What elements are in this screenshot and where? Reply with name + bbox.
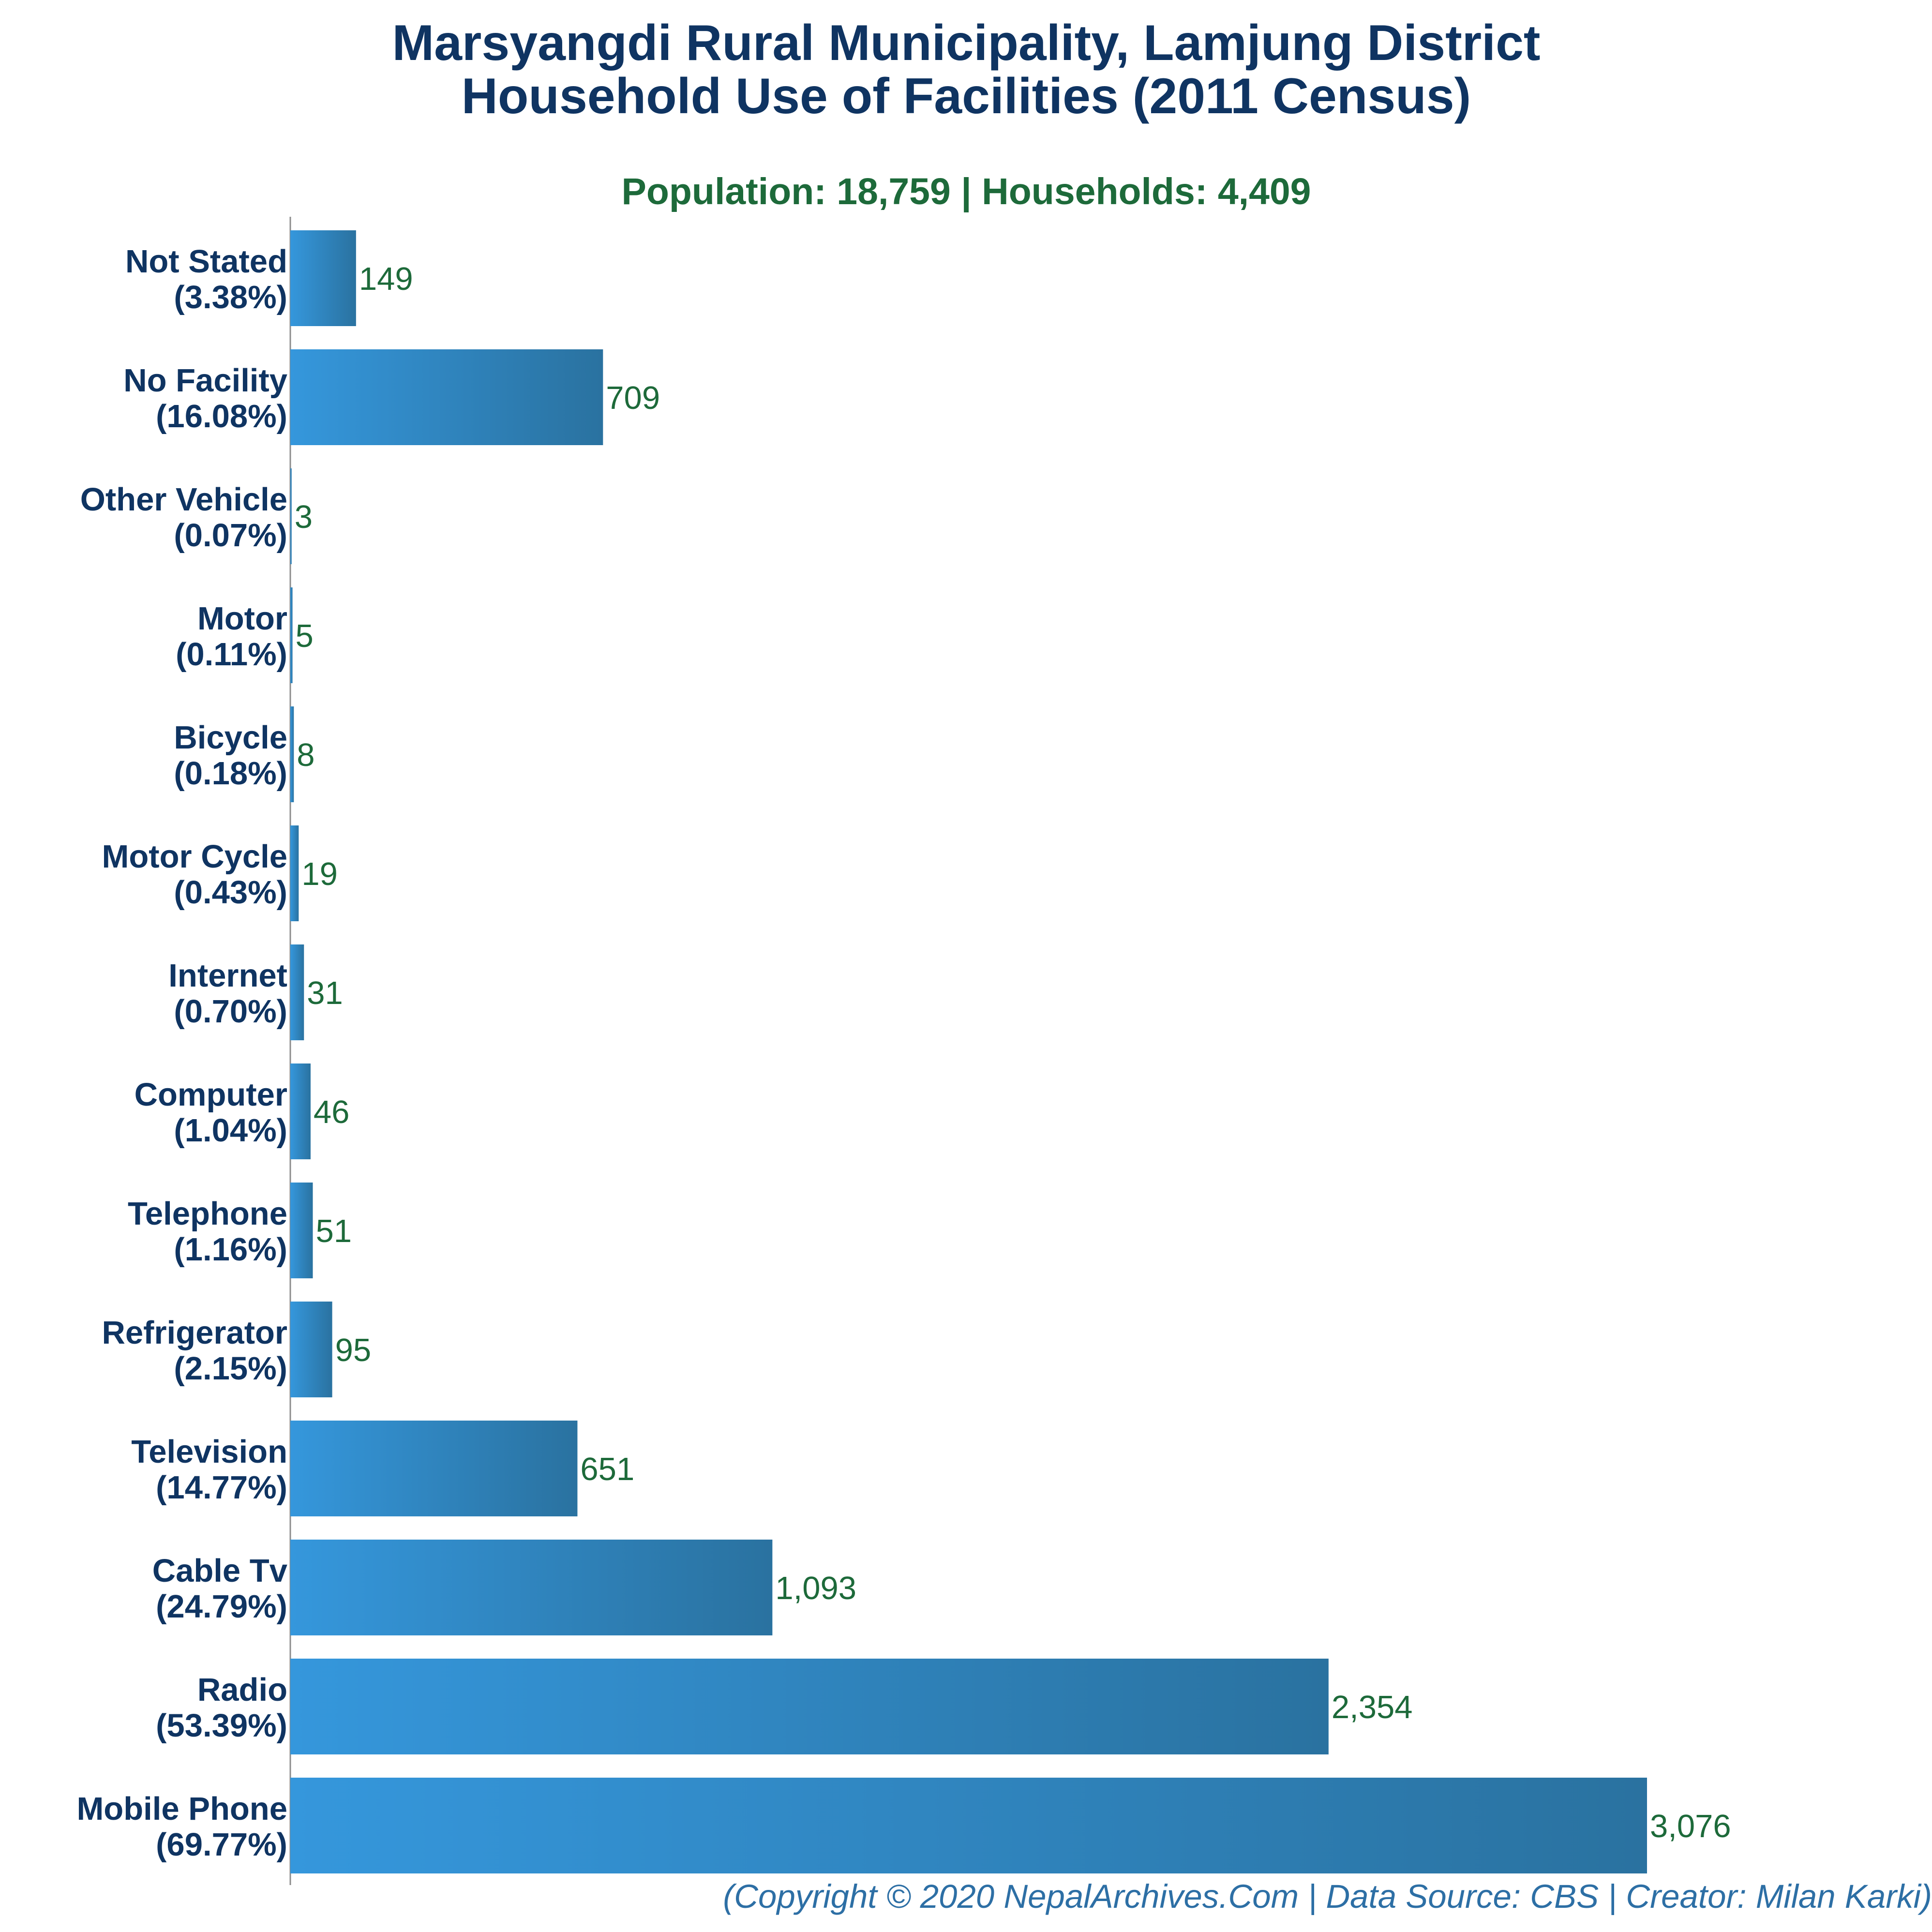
category-label-0: Not Stated — [125, 243, 287, 280]
category-label-1: No Facility — [123, 362, 287, 399]
category-percent-5: (0.43%) — [174, 874, 287, 911]
value-label-9: 95 — [335, 1332, 372, 1368]
value-label-5: 19 — [301, 856, 338, 892]
bar-6 — [290, 944, 304, 1040]
value-label-10: 651 — [580, 1451, 634, 1487]
bar-12 — [290, 1659, 1329, 1754]
bar-9 — [290, 1302, 332, 1397]
bar-1 — [290, 349, 603, 445]
category-label-9: Refrigerator — [102, 1315, 287, 1351]
chart-title-line2: Household Use of Facilities (2011 Census… — [462, 68, 1471, 124]
bar-3 — [290, 587, 293, 683]
category-label-11: Cable Tv — [152, 1553, 287, 1589]
value-label-6: 31 — [307, 975, 343, 1011]
category-percent-10: (14.77%) — [156, 1469, 287, 1506]
bar-0 — [290, 230, 356, 326]
category-percent-12: (53.39%) — [156, 1707, 287, 1744]
value-label-0: 149 — [359, 261, 413, 297]
bar-2 — [290, 468, 292, 564]
category-percent-7: (1.04%) — [174, 1112, 287, 1149]
value-label-3: 5 — [296, 618, 314, 654]
value-label-11: 1,093 — [775, 1570, 856, 1606]
value-label-12: 2,354 — [1332, 1689, 1413, 1725]
value-label-13: 3,076 — [1650, 1808, 1731, 1844]
category-label-7: Computer — [135, 1077, 287, 1113]
bars: 149 Not Stated(3.38%) 709 No Facility(16.08… — [77, 230, 1731, 1873]
category-label-5: Motor Cycle — [102, 839, 287, 875]
value-label-4: 8 — [297, 737, 315, 773]
bar-8 — [290, 1183, 313, 1278]
value-label-2: 3 — [295, 499, 313, 535]
category-percent-8: (1.16%) — [174, 1231, 287, 1268]
category-label-8: Telephone — [128, 1196, 287, 1232]
category-percent-2: (0.07%) — [174, 517, 287, 554]
category-label-10: Television — [131, 1434, 287, 1470]
category-label-2: Other Vehicle — [80, 481, 287, 518]
value-label-7: 46 — [314, 1094, 350, 1130]
value-label-8: 51 — [315, 1213, 352, 1249]
bar-13 — [290, 1778, 1647, 1873]
category-label-12: Radio — [197, 1672, 287, 1708]
category-percent-0: (3.38%) — [174, 279, 287, 315]
value-label-1: 709 — [606, 380, 660, 416]
category-percent-11: (24.79%) — [156, 1588, 287, 1625]
copyright-footer: (Copyright © 2020 NepalArchives.Com | Da… — [723, 1878, 1932, 1915]
category-label-13: Mobile Phone — [77, 1791, 288, 1827]
category-percent-13: (69.77%) — [156, 1827, 287, 1863]
bar-5 — [290, 825, 299, 921]
chart-title: Marsyangdi Rural Municipality, Lamjung D… — [392, 15, 1540, 71]
bar-7 — [290, 1063, 311, 1159]
category-label-3: Motor — [197, 600, 287, 637]
category-label-6: Internet — [168, 958, 287, 994]
bar-4 — [290, 706, 294, 802]
category-percent-9: (2.15%) — [174, 1350, 287, 1387]
bar-11 — [290, 1540, 773, 1635]
category-percent-4: (0.18%) — [174, 755, 287, 792]
category-percent-1: (16.08%) — [156, 398, 287, 434]
category-percent-3: (0.11%) — [176, 636, 287, 673]
chart-subtitle: Population: 18,759 | Households: 4,409 — [621, 171, 1311, 212]
category-label-4: Bicycle — [174, 719, 287, 756]
category-percent-6: (0.70%) — [174, 993, 287, 1030]
bar-10 — [290, 1421, 578, 1516]
